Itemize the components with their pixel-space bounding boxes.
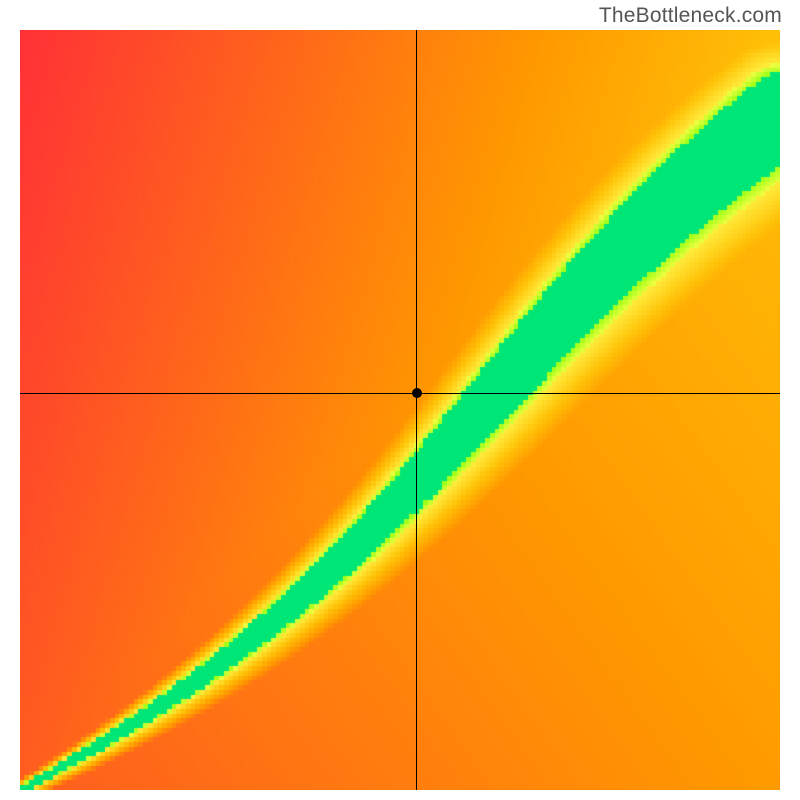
- watermark-label: TheBottleneck.com: [599, 4, 782, 28]
- heatmap-canvas: [20, 30, 780, 790]
- crosshair-horizontal: [20, 393, 780, 394]
- crosshair-vertical: [416, 30, 417, 790]
- crosshair-point: [412, 388, 422, 398]
- chart-container: TheBottleneck.com: [0, 0, 800, 800]
